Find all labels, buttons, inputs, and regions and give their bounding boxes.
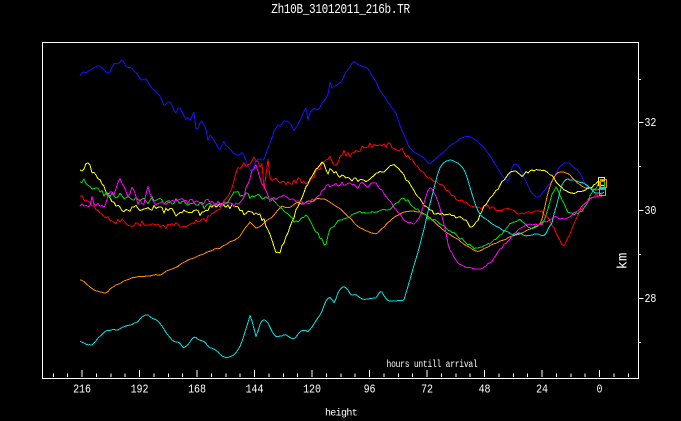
svg-text:72: 72 xyxy=(421,384,433,397)
svg-text:30: 30 xyxy=(645,205,657,218)
svg-text:168: 168 xyxy=(188,384,206,397)
svg-text:0: 0 xyxy=(597,384,603,397)
svg-text:Zh10B_31012011_216b.TR: Zh10B_31012011_216b.TR xyxy=(271,2,410,17)
svg-text:height: height xyxy=(325,407,357,419)
svg-text:km: km xyxy=(616,253,632,270)
svg-text:120: 120 xyxy=(303,384,321,397)
svg-text:32: 32 xyxy=(645,117,657,130)
svg-text:144: 144 xyxy=(246,384,264,397)
svg-text:96: 96 xyxy=(364,384,376,397)
svg-text:192: 192 xyxy=(131,384,149,397)
svg-text:216: 216 xyxy=(73,384,91,397)
svg-text:48: 48 xyxy=(479,384,491,397)
svg-text:hours untill arrival: hours untill arrival xyxy=(387,358,478,370)
svg-text:28: 28 xyxy=(645,293,657,306)
svg-text:24: 24 xyxy=(536,384,548,397)
